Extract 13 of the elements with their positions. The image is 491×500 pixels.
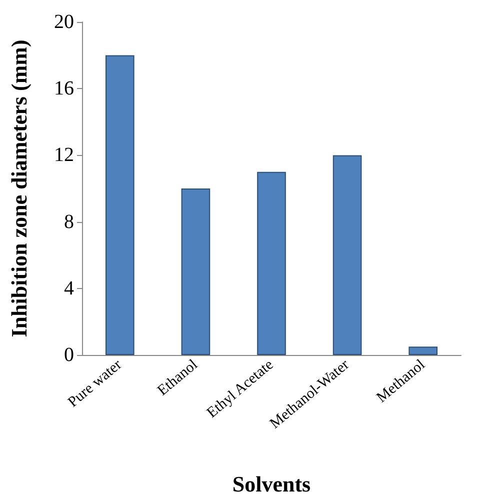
bar bbox=[332, 155, 362, 355]
bar bbox=[257, 172, 286, 355]
x-axis-title: Solvents bbox=[232, 472, 312, 496]
bar bbox=[408, 346, 438, 355]
y-tick-label: 12 bbox=[54, 144, 74, 166]
y-axis-title: Inhibition zone diameters (mm) bbox=[6, 40, 32, 338]
y-tick-label: 4 bbox=[64, 277, 74, 300]
bar bbox=[181, 188, 210, 355]
bar bbox=[106, 55, 134, 355]
y-tick-label: 16 bbox=[54, 78, 74, 100]
y-tick-label: 20 bbox=[54, 11, 74, 33]
y-tick-label: 0 bbox=[64, 344, 74, 366]
y-tick-label: 8 bbox=[64, 210, 74, 233]
